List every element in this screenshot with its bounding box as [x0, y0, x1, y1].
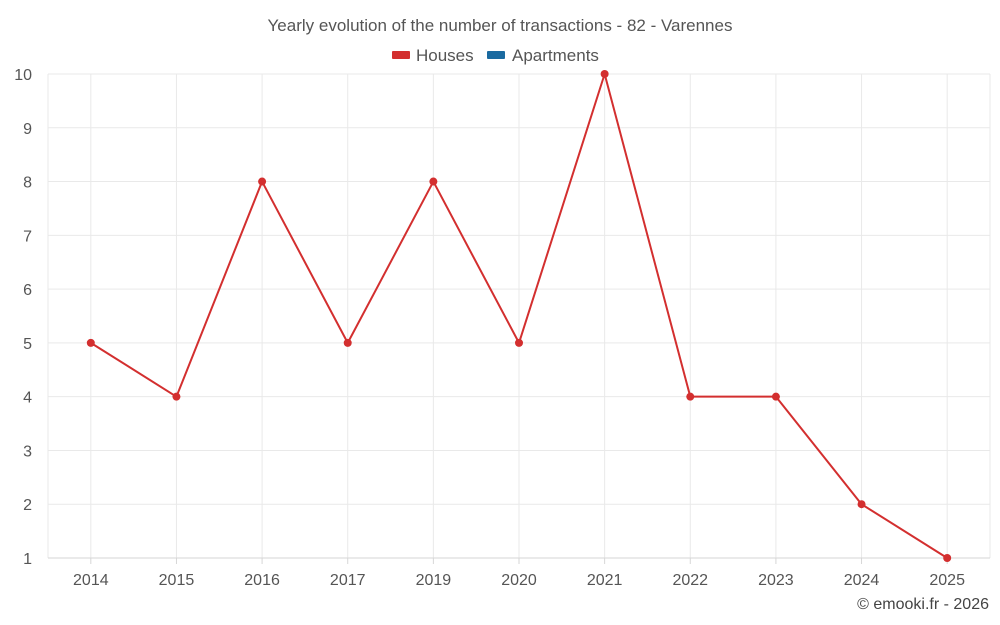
data-point-2017[interactable] — [343, 338, 352, 347]
x-tick-label: 2023 — [758, 572, 794, 589]
x-tick-label: 2017 — [330, 572, 366, 589]
data-point-2014[interactable] — [86, 338, 95, 347]
data-point-2015[interactable] — [172, 392, 181, 401]
y-tick-label: 5 — [23, 336, 32, 353]
x-tick-label: 2014 — [73, 572, 109, 589]
y-tick-label: 4 — [23, 390, 32, 407]
y-tick-label: 2 — [23, 497, 32, 514]
data-point-2019[interactable] — [429, 177, 438, 186]
x-tick-label: 2022 — [672, 572, 708, 589]
x-tick-label: 2016 — [244, 572, 280, 589]
legend-label-houses: Houses — [416, 46, 474, 65]
y-tick-label: 3 — [23, 443, 32, 460]
legend-swatch-apartments — [487, 51, 505, 59]
y-axis-ticks: 1 2 3 4 5 6 7 8 9 10 — [14, 67, 32, 568]
x-axis-ticks: 2014 2015 2016 2017 2019 2020 2021 2022 2023 2024… — [73, 558, 965, 589]
data-point-2020[interactable] — [515, 338, 523, 347]
x-tick-label: 2019 — [416, 572, 452, 589]
data-point-2024[interactable] — [857, 500, 866, 509]
data-point-2022[interactable] — [686, 392, 695, 401]
x-tick-label: 2020 — [501, 572, 537, 589]
legend-item-houses[interactable]: Houses — [392, 46, 474, 65]
y-tick-label: 6 — [23, 282, 32, 299]
series — [86, 70, 952, 562]
chart-title: Yearly evolution of the number of transa… — [268, 16, 733, 35]
legend-label-apartments: Apartments — [512, 46, 599, 65]
data-point-2016[interactable] — [258, 177, 267, 186]
grid — [47, 73, 991, 559]
x-tick-label: 2024 — [844, 572, 880, 589]
data-point-2025[interactable] — [943, 554, 952, 562]
legend-swatch-houses — [392, 51, 410, 59]
legend: Houses Apartments — [392, 46, 599, 65]
data-point-2023[interactable] — [771, 392, 780, 401]
y-tick-label: 10 — [14, 67, 32, 84]
y-tick-label: 9 — [23, 121, 32, 138]
y-tick-label: 7 — [23, 228, 32, 245]
x-tick-label: 2025 — [929, 572, 965, 589]
x-tick-label: 2015 — [159, 572, 195, 589]
legend-item-apartments[interactable]: Apartments — [487, 46, 599, 65]
x-tick-label: 2021 — [587, 572, 623, 589]
credit-text: © emooki.fr - 2026 — [857, 596, 989, 613]
y-tick-label: 8 — [23, 175, 32, 192]
y-tick-label: 1 — [23, 551, 32, 568]
data-point-2021[interactable] — [600, 70, 609, 78]
